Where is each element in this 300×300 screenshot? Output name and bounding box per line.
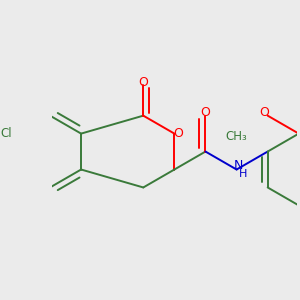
Text: N: N xyxy=(234,159,243,172)
Text: O: O xyxy=(259,106,269,119)
Text: Cl: Cl xyxy=(1,127,12,140)
Text: O: O xyxy=(173,127,183,140)
Text: O: O xyxy=(138,76,148,89)
Text: CH₃: CH₃ xyxy=(226,130,247,143)
Text: H: H xyxy=(239,169,248,179)
Text: O: O xyxy=(200,106,210,119)
